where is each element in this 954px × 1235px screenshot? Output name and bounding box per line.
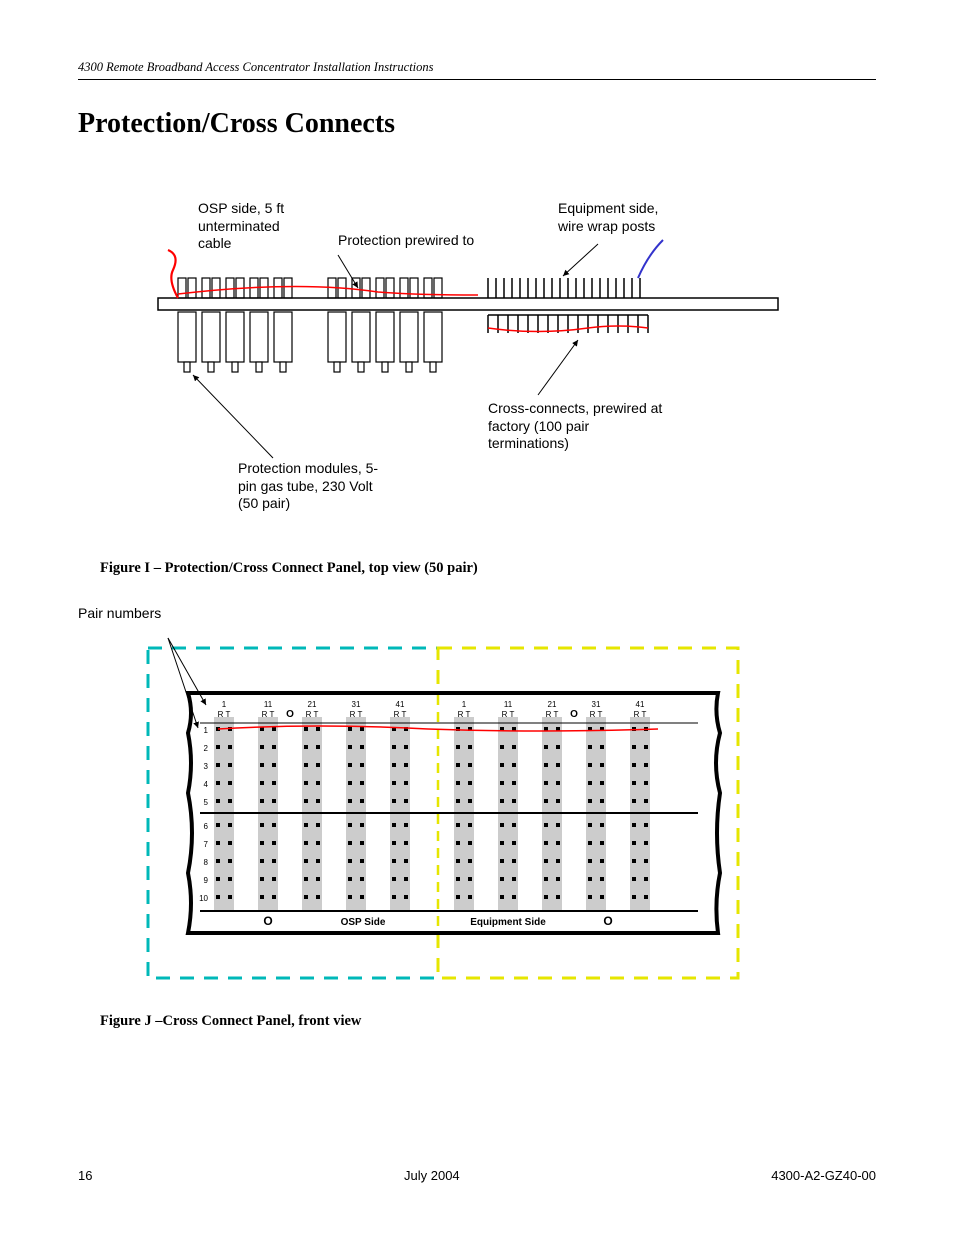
svg-text:8: 8 <box>204 858 209 867</box>
svg-text:O: O <box>603 914 612 928</box>
figure-j: 11121 3141 R TR TR T R TR T 11121 3141 R… <box>78 633 876 993</box>
figure-j-label-pairnumbers: Pair numbers <box>78 605 876 623</box>
figure-i-caption: Figure I – Protection/Cross Connect Pane… <box>100 560 876 577</box>
page-footer: 16 July 2004 4300-A2-GZ40-00 <box>78 1168 876 1183</box>
figure-j-svg: 11121 3141 R TR TR T R TR T 11121 3141 R… <box>138 633 758 993</box>
svg-text:11: 11 <box>264 700 273 709</box>
svg-text:R T: R T <box>458 710 471 719</box>
svg-text:R T: R T <box>590 710 603 719</box>
svg-text:5: 5 <box>204 798 209 807</box>
svg-text:7: 7 <box>204 840 209 849</box>
svg-text:R T: R T <box>546 710 559 719</box>
svg-text:31: 31 <box>352 700 361 709</box>
svg-text:R T: R T <box>350 710 363 719</box>
svg-text:6: 6 <box>204 822 209 831</box>
svg-text:R T: R T <box>394 710 407 719</box>
svg-text:4: 4 <box>204 780 209 789</box>
svg-text:O: O <box>286 709 294 720</box>
svg-text:R T: R T <box>218 710 231 719</box>
figure-i-svg <box>118 200 818 530</box>
section-title: Protection/Cross Connects <box>78 108 876 140</box>
svg-text:1: 1 <box>204 726 209 735</box>
figure-j-caption: Figure J –Cross Connect Panel, front vie… <box>100 1013 876 1030</box>
svg-text:2: 2 <box>204 744 209 753</box>
footer-date: July 2004 <box>404 1168 460 1183</box>
svg-text:R T: R T <box>306 710 319 719</box>
svg-text:Equipment Side: Equipment Side <box>470 917 546 928</box>
svg-text:10: 10 <box>199 894 208 903</box>
svg-text:3: 3 <box>204 762 209 771</box>
svg-text:11: 11 <box>504 700 513 709</box>
svg-text:O: O <box>570 709 578 720</box>
running-header: 4300 Remote Broadband Access Concentrato… <box>78 60 876 80</box>
svg-text:31: 31 <box>592 700 601 709</box>
svg-text:1: 1 <box>462 700 467 709</box>
svg-text:9: 9 <box>204 876 209 885</box>
svg-text:21: 21 <box>548 700 557 709</box>
svg-text:R T: R T <box>502 710 515 719</box>
svg-text:R T: R T <box>634 710 647 719</box>
svg-text:41: 41 <box>396 700 405 709</box>
svg-text:O: O <box>263 914 272 928</box>
svg-text:OSP Side: OSP Side <box>341 917 386 928</box>
document-page: 4300 Remote Broadband Access Concentrato… <box>0 0 954 1235</box>
svg-text:1: 1 <box>222 700 227 709</box>
svg-text:R T: R T <box>262 710 275 719</box>
footer-doc-number: 4300-A2-GZ40-00 <box>771 1168 876 1183</box>
svg-text:41: 41 <box>636 700 645 709</box>
svg-text:21: 21 <box>308 700 317 709</box>
footer-page-number: 16 <box>78 1168 92 1183</box>
figure-i: OSP side, 5 ft unterminated cable Protec… <box>78 200 876 540</box>
